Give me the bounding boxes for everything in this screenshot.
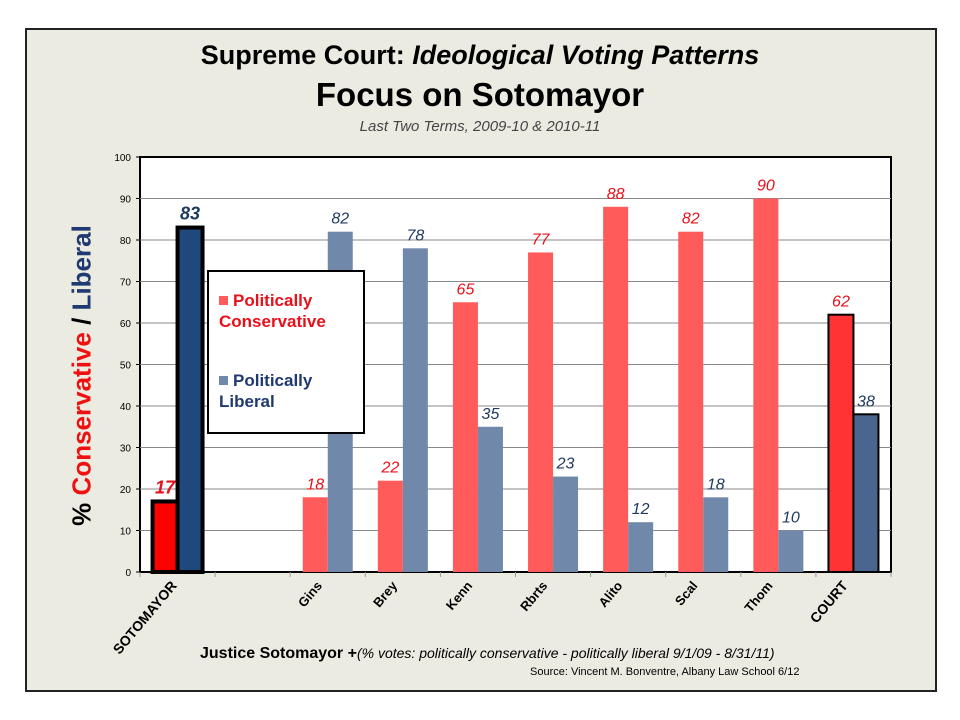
legend-item-conservative: Politically Conservative — [219, 291, 326, 331]
bar-conservative — [452, 302, 478, 572]
bar-liberal — [553, 476, 579, 572]
y-tick-label: 0 — [125, 568, 131, 579]
data-label: 22 — [380, 460, 399, 477]
x-tick-label: Scal — [672, 578, 701, 608]
legend-swatch-liberal — [219, 376, 228, 385]
data-label: 78 — [406, 227, 424, 244]
chart-title: Supreme Court: Ideological Voting Patter… — [0, 40, 960, 71]
bar-liberal — [477, 426, 503, 572]
x-tick-label: Alito — [595, 578, 625, 610]
data-label: 82 — [331, 211, 349, 228]
legend-swatch-conservative — [219, 296, 228, 305]
y-tick-label: 30 — [120, 444, 132, 455]
chart-subtitle: Focus on Sotomayor — [315, 76, 645, 113]
data-label: 90 — [757, 178, 775, 195]
source-note: Source: Vincent M. Bonventre, Albany Law… — [530, 666, 800, 678]
data-label: 65 — [457, 281, 475, 298]
data-label: 18 — [707, 476, 725, 493]
data-label: 62 — [832, 294, 850, 311]
x-tick-label: SOTOMAYOR — [110, 578, 180, 657]
data-label: 83 — [180, 204, 200, 224]
y-axis-label: % Conservative / Liberal — [66, 225, 97, 526]
y-tick-label: 40 — [120, 402, 132, 413]
data-label: 10 — [782, 510, 800, 527]
x-tick-label: COURT — [806, 577, 851, 626]
data-label: 35 — [482, 406, 500, 423]
title-italic: Ideological Voting Patterns — [412, 40, 760, 70]
y-tick-label: 10 — [120, 527, 132, 538]
bar-conservative — [678, 231, 704, 572]
bar-conservative — [150, 499, 180, 575]
bar-conservative — [377, 480, 403, 572]
data-label: 38 — [857, 393, 875, 410]
bar-liberal — [703, 497, 729, 572]
bar-conservative — [753, 198, 779, 572]
data-label: 23 — [556, 456, 575, 473]
y-tick-label: 100 — [114, 153, 131, 164]
bar-conservative — [603, 206, 629, 573]
legend: Politically Conservative Politically Liber… — [207, 270, 365, 434]
y-tick-label: 70 — [120, 278, 132, 289]
data-label: 88 — [607, 186, 625, 203]
data-label: 77 — [532, 231, 551, 248]
data-label: 12 — [632, 501, 650, 518]
x-tick-label: Rbrts — [517, 578, 550, 614]
x-tick-label: Thom — [741, 578, 775, 615]
bar-conservative — [302, 497, 328, 572]
bar-liberal — [402, 248, 428, 573]
y-tick-label: 90 — [120, 195, 132, 206]
legend-item-liberal: Politically Liberal — [219, 371, 313, 411]
x-tick-label: Brey — [370, 578, 401, 610]
data-label: 17 — [155, 477, 176, 497]
y-tick-label: 60 — [120, 319, 132, 330]
data-label: 82 — [682, 211, 700, 228]
data-label: 18 — [306, 476, 324, 493]
bar-liberal — [628, 522, 654, 572]
chart-subtitle-terms: Last Two Terms, 2009-10 & 2010-11 — [359, 118, 601, 135]
y-tick-label: 50 — [120, 361, 132, 372]
bar-conservative — [827, 313, 855, 573]
x-tick-label: Gins — [295, 578, 325, 610]
title-prefix: Supreme Court: — [200, 40, 413, 70]
x-tick-label: Kenn — [443, 578, 475, 613]
bar-liberal — [778, 530, 804, 572]
bar-conservative — [528, 252, 554, 572]
y-tick-label: 20 — [120, 485, 132, 496]
y-tick-label: 80 — [120, 236, 132, 247]
x-axis-note: Justice Sotomayor +(% votes: politically… — [200, 645, 775, 662]
bar-liberal — [175, 225, 205, 575]
bar-liberal — [852, 413, 880, 573]
